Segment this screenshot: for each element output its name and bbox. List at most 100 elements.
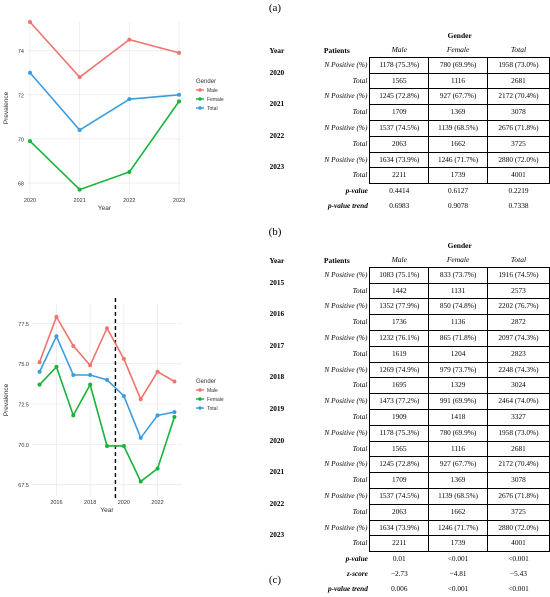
- year-cell: 2022: [269, 498, 285, 508]
- row-label-positive: N Positive (%): [324, 91, 368, 101]
- row-label-positive: N Positive (%): [324, 522, 368, 532]
- table-cell-total: 3078: [486, 472, 550, 489]
- header-spacer: [304, 238, 370, 253]
- table-cell-total: 3725: [486, 135, 550, 153]
- table-cell-positive: 1916 (74.5%): [486, 266, 550, 284]
- point-male: [27, 20, 32, 24]
- col-patients-header: Patients: [323, 45, 350, 55]
- legend-key-point: [198, 97, 202, 101]
- y-tick-label: 77.5: [18, 322, 29, 328]
- table-cell-positive: 780 (69.9%): [428, 424, 488, 442]
- table-cell-total: 1369: [428, 104, 488, 121]
- table-cell-total: 1739: [428, 167, 488, 185]
- point-female: [88, 382, 93, 387]
- row-label-positive: N Positive (%): [324, 59, 368, 69]
- x-tick-label: 2022: [123, 198, 135, 204]
- table-cell-total: 1909: [369, 408, 430, 426]
- x-tick-label: 2023: [173, 198, 185, 204]
- table-cell-total: 2211: [369, 167, 430, 185]
- table-cell-total: 1619: [369, 345, 430, 363]
- table-cell-total: 1662: [428, 135, 488, 153]
- row-label-positive: N Positive (%): [324, 122, 368, 132]
- panel-label-c: (c): [268, 574, 282, 586]
- col-header-total: Total: [510, 255, 527, 265]
- point-total: [177, 92, 182, 97]
- y-tick-label: 72: [18, 93, 24, 99]
- stat-value: <0.001: [508, 583, 529, 593]
- table-cell-total: 1136: [428, 314, 488, 331]
- table-cell-positive: 979 (73.7%): [428, 361, 488, 379]
- x-axis-label: Year: [98, 205, 112, 212]
- y-tick-label: 70.0: [18, 443, 29, 449]
- year-cell: 2015: [269, 277, 285, 287]
- point-male: [172, 379, 177, 384]
- row-label-positive: N Positive (%): [324, 154, 368, 164]
- table-cell-positive: 1537 (74.5%): [369, 487, 430, 505]
- group-header: Gender: [447, 240, 472, 250]
- point-female: [71, 413, 76, 418]
- table-cell-positive: 1352 (77.9%): [369, 298, 430, 316]
- table-cell-positive: 1139 (68.5%): [428, 119, 488, 137]
- panel-label-b: (b): [268, 226, 282, 238]
- point-male: [177, 50, 182, 55]
- table-cell-total: 1369: [428, 472, 488, 489]
- point-male: [88, 363, 93, 368]
- point-female: [54, 364, 59, 369]
- row-label-total: Total: [352, 317, 368, 327]
- table-cell-positive: 1245 (72.8%): [369, 456, 430, 474]
- table-cell-positive: 833 (73.7%): [428, 266, 488, 284]
- legend-item-female: Female: [207, 97, 224, 103]
- point-male: [71, 343, 76, 348]
- table-cell-total: 2063: [369, 503, 430, 521]
- y-tick-label: 74: [18, 49, 24, 55]
- legend-item-total: Total: [207, 406, 218, 412]
- legend-title: Gender: [196, 379, 216, 385]
- table-cell-positive: 1178 (75.3%): [369, 56, 430, 74]
- point-male: [127, 37, 132, 42]
- table-2020-2023: Gender Year Patients Male Female Total 2020 N P…: [250, 28, 550, 214]
- x-tick-label: 2022: [151, 500, 163, 506]
- table-cell-positive: 1178 (75.3%): [369, 424, 430, 442]
- table-cell-total: 1709: [369, 472, 430, 489]
- y-tick-label: 67.5: [18, 483, 29, 489]
- stat-label: p-value: [345, 553, 368, 563]
- col-year-header: Year: [269, 45, 285, 55]
- table-cell-positive: 1246 (71.7%): [428, 151, 488, 169]
- group-header: Gender: [447, 30, 472, 40]
- y-axis-label: Prevalence: [3, 91, 10, 124]
- table-cell-positive: 1473 (77.2%): [369, 393, 430, 410]
- legend-item-total: Total: [207, 106, 218, 112]
- stat-value: 0.006: [391, 583, 408, 593]
- table-cell-positive: 2172 (70.4%): [486, 456, 550, 474]
- x-tick-label: 2021: [74, 198, 86, 204]
- y-tick-label: 70: [18, 137, 24, 143]
- x-tick-label: 2020: [118, 500, 130, 506]
- table-cell-total: 1131: [428, 282, 488, 300]
- y-tick-label: 68: [18, 181, 24, 187]
- stat-label: p-value trend: [327, 200, 368, 210]
- stat-value: <0.001: [508, 554, 529, 564]
- point-male: [54, 314, 59, 319]
- stat-value: −4.81: [449, 568, 467, 578]
- point-total: [172, 410, 177, 415]
- table-cell-total: 3078: [486, 104, 550, 121]
- row-label-total: Total: [352, 443, 368, 453]
- legend-item-male: Male: [207, 388, 218, 394]
- row-label-total: Total: [352, 380, 368, 390]
- table-cell-positive: 927 (67.7%): [428, 88, 488, 106]
- chart-prevalence-2015-2023: 67.5 70.0 72.5 75.0 77.5 2016 2018 2020 2022 Year…: [3, 298, 224, 514]
- legend-key-point: [198, 388, 202, 392]
- series-line-female: [29, 100, 180, 191]
- table-cell-positive: 780 (69.9%): [428, 56, 488, 74]
- point-male: [37, 360, 42, 365]
- y-tick-label: 72.5: [18, 403, 29, 409]
- table-cell-positive: 1246 (71.7%): [428, 519, 488, 537]
- series-line-total: [38, 334, 175, 440]
- year-cell: 2017: [269, 340, 285, 350]
- table-cell-positive: 1958 (73.0%): [486, 424, 550, 442]
- point-total: [88, 372, 93, 377]
- table-cell-total: 4001: [486, 167, 550, 185]
- stat-value: 0.6127: [448, 186, 469, 196]
- table-cell-total: 1116: [428, 72, 488, 90]
- year-cell: 2023: [269, 162, 285, 172]
